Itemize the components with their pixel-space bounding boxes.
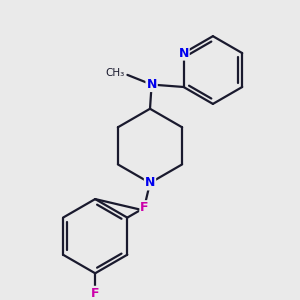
Text: F: F bbox=[91, 287, 99, 300]
Text: N: N bbox=[178, 46, 189, 60]
Text: CH₃: CH₃ bbox=[106, 68, 125, 78]
Text: F: F bbox=[140, 201, 149, 214]
Text: N: N bbox=[145, 176, 155, 189]
Text: N: N bbox=[146, 78, 157, 91]
